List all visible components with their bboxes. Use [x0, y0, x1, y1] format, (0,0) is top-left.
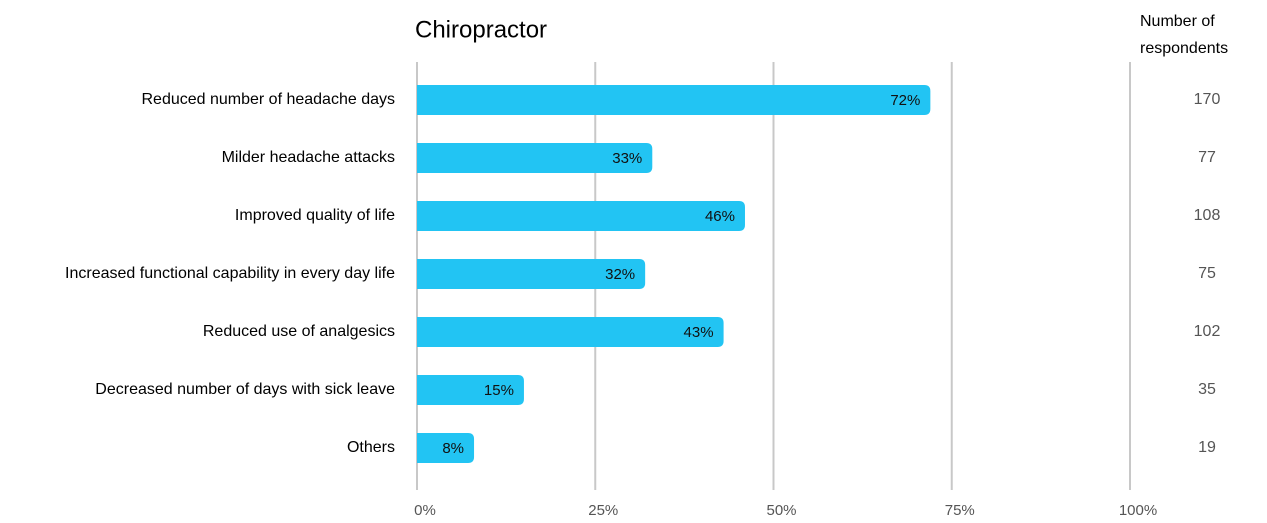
- respondents-value: 77: [1198, 149, 1216, 166]
- x-tick-label: 50%: [766, 502, 796, 519]
- category-label: Increased functional capability in every…: [65, 265, 395, 282]
- x-tick-label: 100%: [1119, 502, 1157, 519]
- bar: [417, 317, 724, 347]
- respondents-value: 35: [1198, 381, 1216, 398]
- bar: [417, 259, 646, 289]
- respondents-value: 108: [1194, 207, 1221, 224]
- respondents-value: 102: [1194, 323, 1221, 340]
- value-label: 43%: [684, 324, 714, 341]
- bar: [417, 143, 653, 173]
- value-label: 72%: [890, 92, 920, 109]
- respondents-header: Number of respondents: [1140, 13, 1229, 57]
- bar: [417, 375, 524, 405]
- category-label: Improved quality of life: [235, 207, 395, 224]
- bar: [417, 85, 931, 115]
- respondents-value: 75: [1198, 265, 1216, 282]
- chart-title: Chiropractor: [415, 16, 547, 43]
- category-label: Reduced use of analgesics: [203, 323, 395, 340]
- x-tick-label: 25%: [588, 502, 618, 519]
- respondents-value: 19: [1198, 439, 1216, 456]
- value-label: 46%: [705, 208, 735, 225]
- value-label: 32%: [605, 266, 635, 283]
- value-label: 8%: [442, 440, 464, 457]
- category-label: Others: [347, 439, 395, 456]
- x-tick-label: 75%: [945, 502, 975, 519]
- value-label: 33%: [612, 150, 642, 167]
- category-label: Decreased number of days with sick leave: [95, 381, 395, 398]
- x-tick-label: 0%: [414, 502, 436, 519]
- bar: [417, 201, 745, 231]
- respondents-value: 170: [1194, 91, 1221, 108]
- category-label: Reduced number of headache days: [141, 91, 395, 108]
- bar: [417, 433, 475, 463]
- value-label: 15%: [484, 382, 514, 399]
- category-label: Milder headache attacks: [222, 149, 395, 166]
